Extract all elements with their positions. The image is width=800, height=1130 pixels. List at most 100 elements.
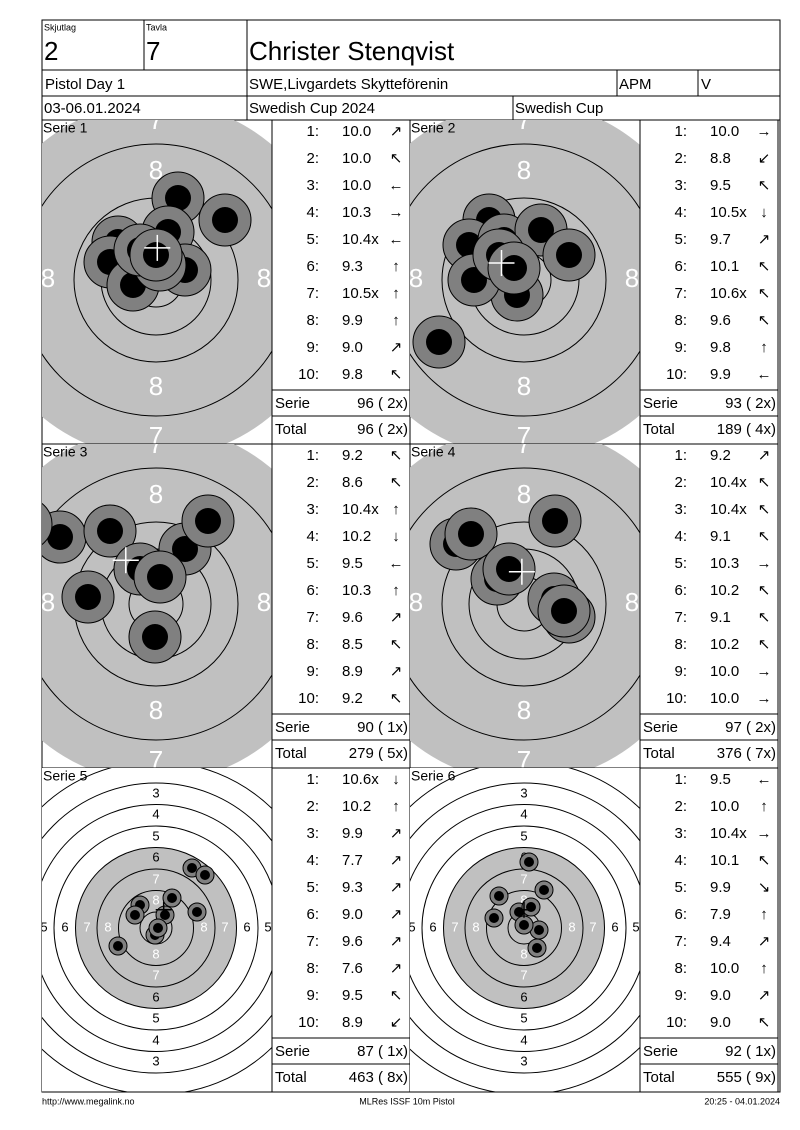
ring-number: 7 <box>149 421 163 451</box>
shot-number: 4: <box>306 528 319 545</box>
shot-core <box>187 863 197 873</box>
shot-number: 6: <box>306 906 319 923</box>
ring <box>75 847 237 1009</box>
shot-core <box>143 242 169 268</box>
shot-direction: → <box>757 690 772 707</box>
total-score: 463 ( 8x) <box>349 1069 408 1086</box>
series-title: Serie 3 <box>43 444 88 460</box>
shot-score: 8.8 <box>710 150 731 167</box>
ring-number: 7 <box>83 919 90 934</box>
shot-core <box>519 920 529 930</box>
shot-number: 10: <box>666 366 687 383</box>
shot-number: 1: <box>674 123 687 140</box>
shot-direction: ↖ <box>758 609 771 626</box>
shot-core <box>195 508 221 534</box>
shot-number: 10: <box>298 1014 319 1031</box>
total-score: 279 ( 5x) <box>349 745 408 762</box>
ring-number: 7 <box>589 919 596 934</box>
shot-number: 5: <box>674 879 687 896</box>
shot-number: 9: <box>306 987 319 1004</box>
shot-number: 6: <box>306 582 319 599</box>
shot-score: 8.6 <box>342 474 363 491</box>
ring-number: 7 <box>221 919 228 934</box>
shot-score: 9.4 <box>710 933 731 950</box>
ring-number: 7 <box>517 421 531 451</box>
shot-direction: ↗ <box>390 609 403 626</box>
shot-number: 8: <box>674 636 687 653</box>
shot-score: 10.4x <box>342 231 379 248</box>
shot-number: 6: <box>306 258 319 275</box>
shot-score: 9.1 <box>710 528 731 545</box>
series-block: 8 8 8 8 7 7 Serie 4 1: 9.2 ↗ 2: 10.4x ↖ 3: 10.4x ↖ 4: 9.1… <box>410 444 779 775</box>
shot-direction: → <box>389 204 404 221</box>
shot-direction: ↖ <box>758 528 771 545</box>
shot-score: 10.4x <box>710 501 747 518</box>
value: 2 <box>44 36 58 66</box>
footer-program: MLRes ISSF 10m Pistol <box>359 1096 455 1106</box>
shot-direction: ↑ <box>392 798 400 815</box>
ring-number: 7 <box>149 745 163 775</box>
ring-number: 7 <box>517 745 531 775</box>
shot-number: 8: <box>674 960 687 977</box>
shot-direction: → <box>757 825 772 842</box>
ring-number: 5 <box>520 828 527 843</box>
series-title: Serie 1 <box>43 120 88 136</box>
shot-score: 8.9 <box>342 1014 363 1031</box>
ring-number: 8 <box>41 587 55 617</box>
ring <box>96 868 216 988</box>
ring-number: 8 <box>149 371 163 401</box>
footer-time: 20:25 - 04.01.2024 <box>704 1096 780 1106</box>
ring <box>42 467 272 741</box>
shot-score: 8.9 <box>342 663 363 680</box>
shot-direction: ↑ <box>392 285 400 302</box>
shot-number: 5: <box>674 555 687 572</box>
ring-number: 8 <box>200 919 207 934</box>
ring-number: 6 <box>520 989 527 1004</box>
shot-score: 10.1 <box>710 852 739 869</box>
shot-direction: ↗ <box>758 987 771 1004</box>
shot-score: 9.5 <box>342 987 363 1004</box>
shot-score: 10.0 <box>710 798 739 815</box>
shot-number: 4: <box>674 204 687 221</box>
shot-direction: ← <box>389 231 404 248</box>
ring-number: 7 <box>152 871 159 886</box>
ring-number: 5 <box>152 1010 159 1025</box>
ring-number: 8 <box>517 155 531 185</box>
shot-number: 10: <box>666 1014 687 1031</box>
series-block: 8 8 8 8 7 7 Serie 3 1: 9.2 ↖ 2: 8.6 ↖ 3: 10.4x ↑ 4: 10.2 ↓… <box>13 444 411 775</box>
shot-number: 1: <box>674 447 687 464</box>
serie-label: Serie <box>275 395 310 412</box>
ring-number: 8 <box>104 919 111 934</box>
ring-number: 7 <box>149 105 163 135</box>
shot-core <box>13 511 39 537</box>
shot-core <box>528 217 554 243</box>
ring <box>443 847 605 1009</box>
shot-score: 9.6 <box>342 933 363 950</box>
target: 8 8 8 8 7 7 <box>409 120 640 451</box>
shot-direction: ↖ <box>758 852 771 869</box>
ring <box>441 197 607 363</box>
shot-direction: ↖ <box>390 366 403 383</box>
shot-score: 10.2 <box>710 636 739 653</box>
shot-score: 9.2 <box>710 447 731 464</box>
ring-number: 7 <box>520 871 527 886</box>
shot-score: 9.6 <box>710 312 731 329</box>
shot-direction: ↘ <box>758 879 771 896</box>
ring-number: 8 <box>409 263 423 293</box>
ring <box>410 804 640 1052</box>
ring-number: 8 <box>149 479 163 509</box>
shot-core <box>147 564 173 590</box>
total-label: Total <box>643 745 675 762</box>
shot-score: 7.7 <box>342 852 363 869</box>
shot-score: 7.6 <box>342 960 363 977</box>
shot-direction: ↖ <box>758 582 771 599</box>
shot-direction: → <box>757 555 772 572</box>
shooter-name: Christer Stenqvist <box>249 36 455 66</box>
serie-score: 97 ( 2x) <box>725 719 776 736</box>
shot-direction: ↓ <box>392 771 400 788</box>
serie-label: Serie <box>275 719 310 736</box>
serie-label: Serie <box>643 1043 678 1060</box>
series-block: 8 8 8 8 7 7 Serie 2 1: 10.0 → 2: 8.8 ↙ 3: 9.5 ↖ 4: 10.5x ↓… <box>409 120 779 451</box>
